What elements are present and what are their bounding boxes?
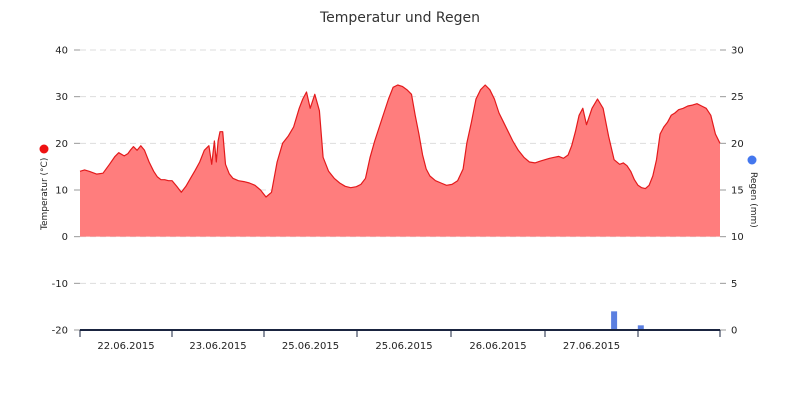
left-axis-title-group: Temperatur (°C): [39, 144, 50, 231]
rain-bar: [611, 311, 618, 330]
right-tick-label: 5: [731, 279, 737, 290]
x-tick-label: 27.06.2015: [563, 341, 620, 352]
left-axis-title: Temperatur (°C): [40, 158, 50, 231]
temperature-legend-dot: [39, 144, 49, 154]
temperature-line: [79, 84, 721, 198]
right-tick-label: 25: [731, 92, 744, 103]
left-tick-label: -10: [52, 279, 68, 290]
x-axis-ticks: 22.06.2015 23.06.2015 25.06.2015 25.06.2015…: [79, 330, 721, 352]
right-tick-label: 0: [731, 326, 737, 337]
left-tick-label: 30: [55, 92, 68, 103]
left-tick-label: -20: [52, 326, 68, 337]
right-tick-label: 20: [731, 139, 744, 150]
x-tick-label: 25.06.2015: [375, 341, 432, 352]
right-tick-label: 30: [731, 46, 744, 57]
right-axis-title: Regen (mm): [748, 172, 758, 228]
chart-title: Temperatur und Regen: [319, 10, 480, 26]
rain-bars: [611, 311, 644, 330]
rain-legend-dot: [747, 155, 757, 165]
right-tick-label: 10: [731, 232, 744, 243]
left-tick-label: 10: [55, 186, 68, 197]
left-tick-label: 0: [62, 232, 68, 243]
plot-area: [79, 84, 721, 237]
x-tick-label: 26.06.2015: [469, 341, 526, 352]
right-axis-title-group: Regen (mm): [747, 155, 758, 228]
x-tick-label: 22.06.2015: [97, 341, 154, 352]
temperature-area: [80, 85, 720, 237]
right-axis-ticks: 30 25 20 15 10 5 0: [720, 46, 744, 337]
x-tick-label: 25.06.2015: [282, 341, 339, 352]
right-tick-label: 15: [731, 186, 744, 197]
rain-bar: [637, 325, 644, 330]
left-tick-label: 20: [55, 139, 68, 150]
left-tick-label: 40: [55, 46, 68, 57]
left-axis-ticks: 40 30 20 10 0 -10 -20: [52, 46, 80, 337]
x-tick-label: 23.06.2015: [189, 341, 246, 352]
